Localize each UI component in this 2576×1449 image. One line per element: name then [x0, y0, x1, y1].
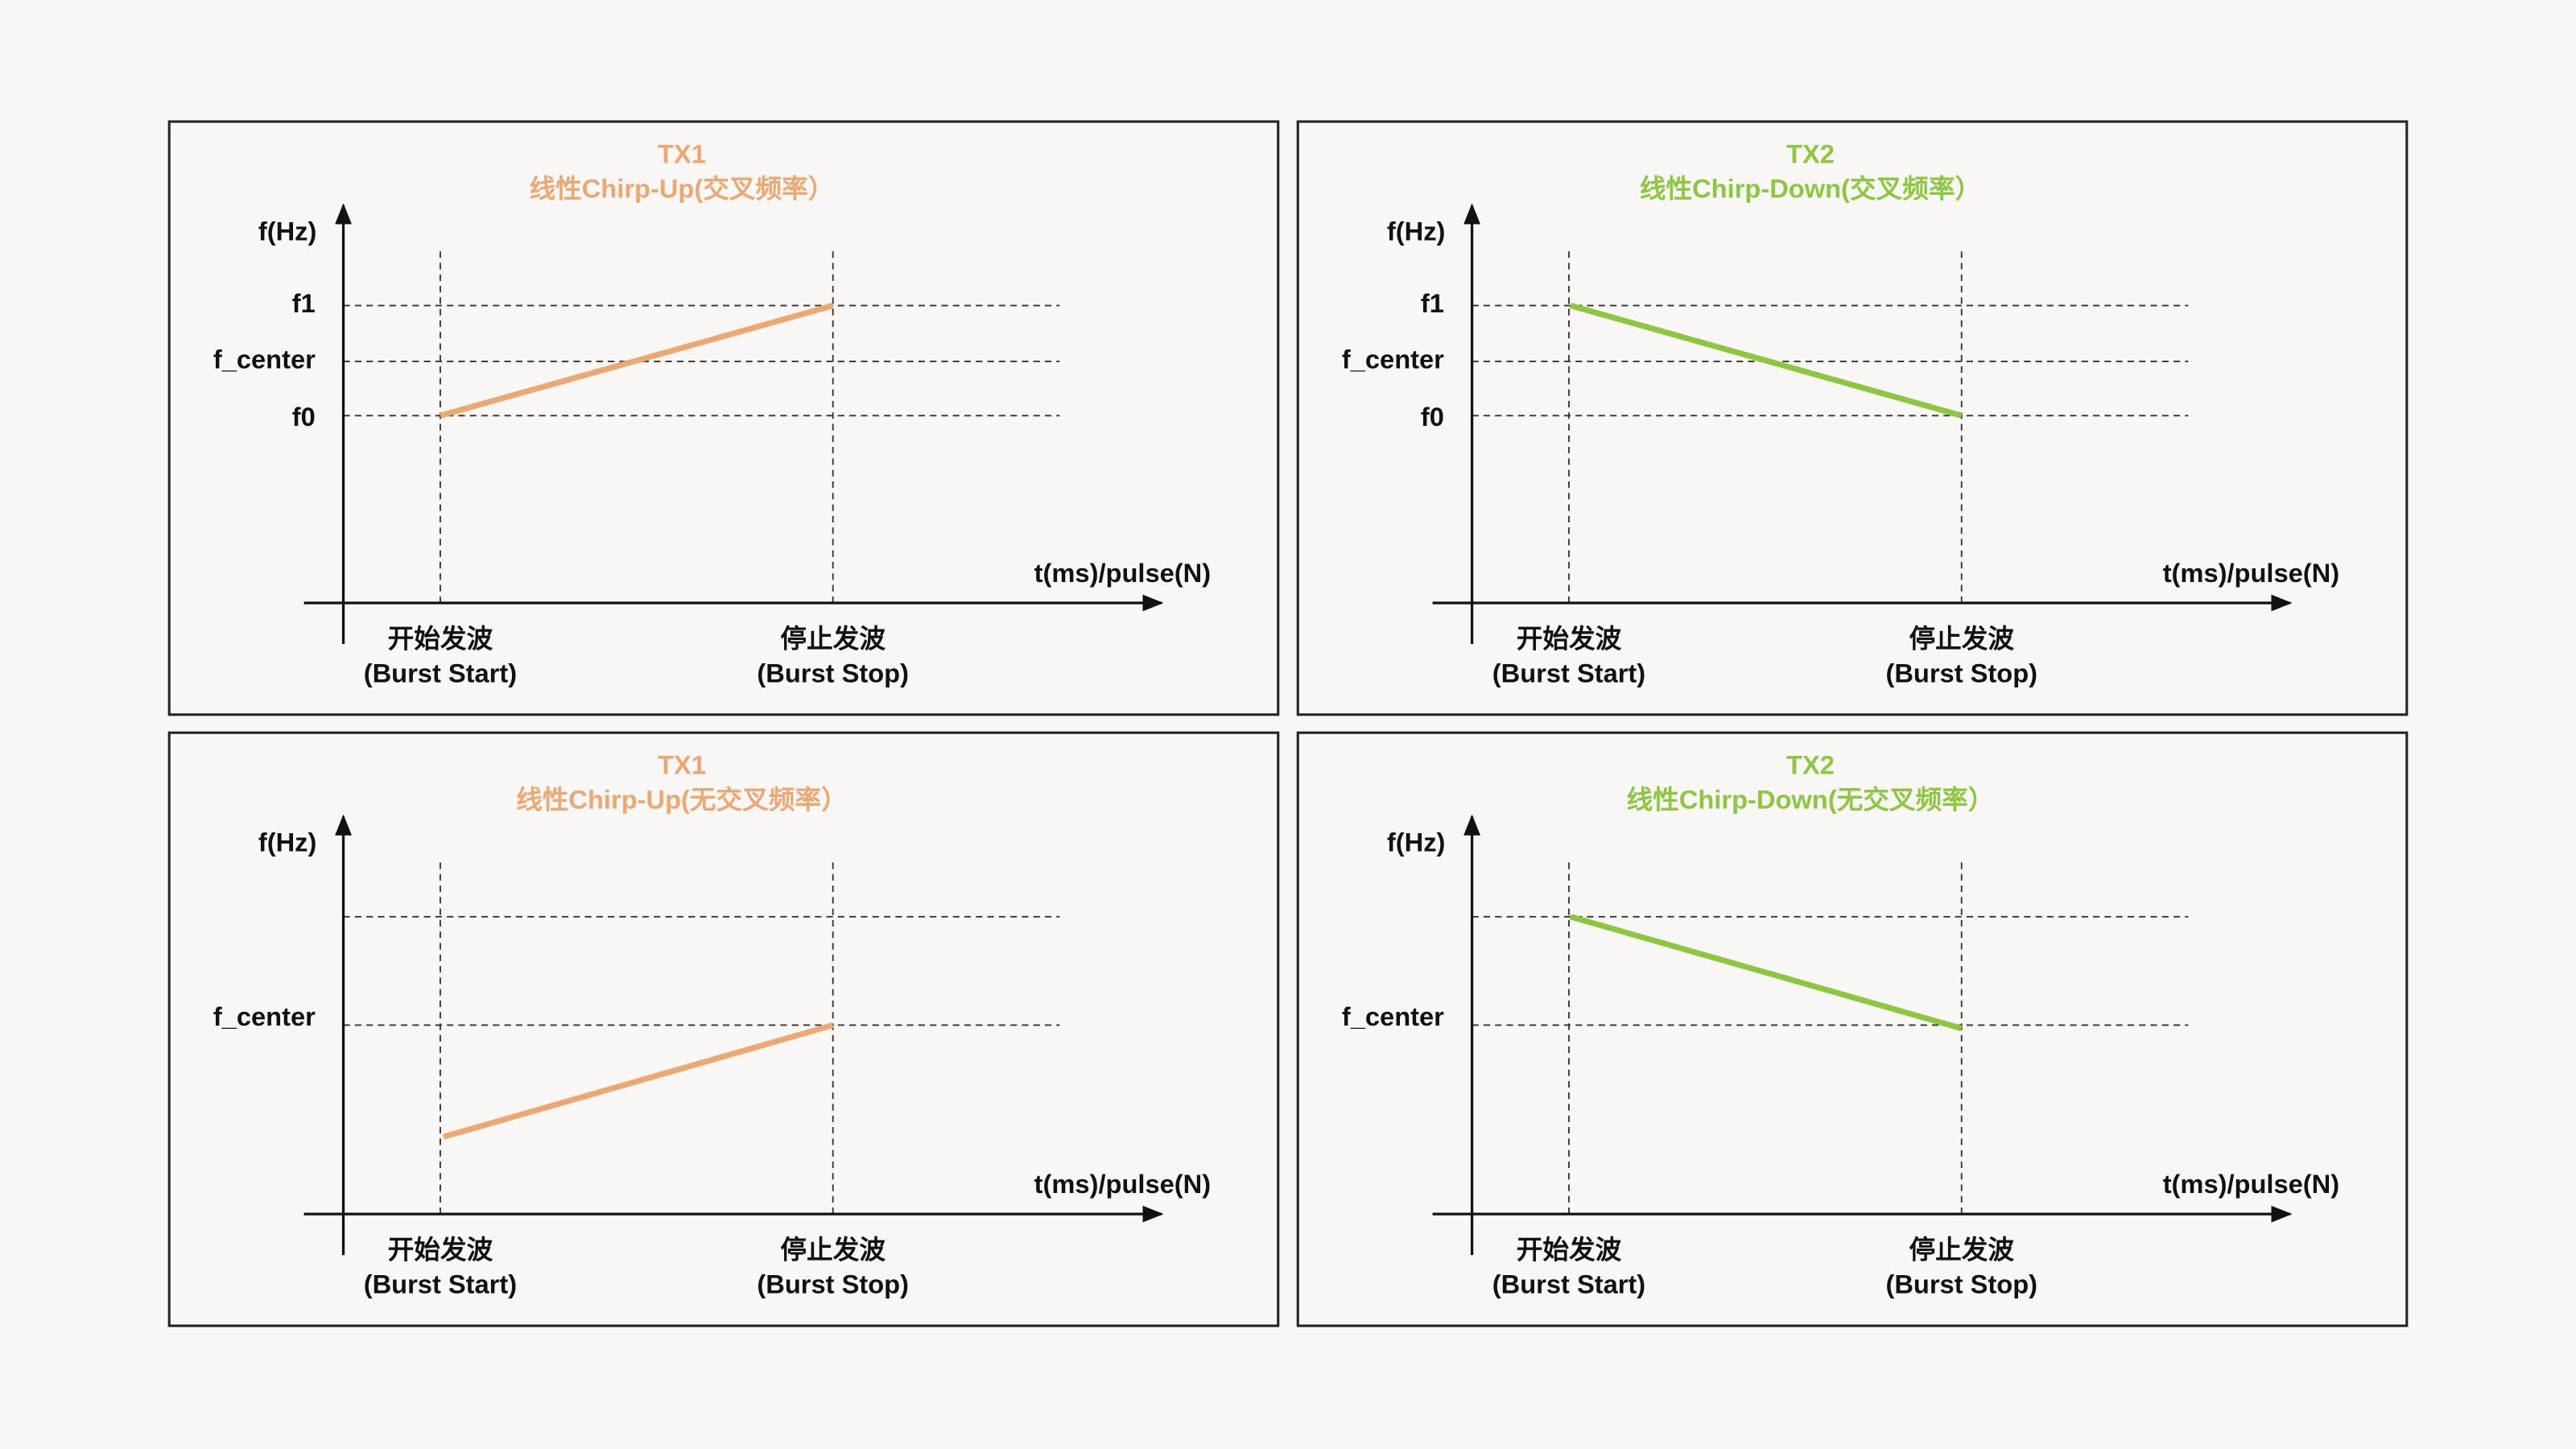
marker-label: 开始发波: [1517, 1235, 1622, 1265]
x-axis-label: t(ms)/pulse(N): [2163, 1169, 2339, 1199]
panel-subtitle: 线性Chirp-Up(交叉频率）: [529, 173, 834, 203]
x-axis-label: t(ms)/pulse(N): [1034, 558, 1211, 588]
y-label: f_center: [1342, 1001, 1444, 1031]
x-axis-label: t(ms)/pulse(N): [1034, 1169, 1211, 1199]
y-axis-label: f(Hz): [258, 828, 317, 857]
chirp-line: [439, 303, 834, 419]
y-label: f0: [292, 402, 316, 431]
panel-subtitle: 线性Chirp-Down(无交叉频率）: [1627, 785, 1995, 815]
panel-title: TX2: [1786, 750, 1835, 780]
y-label: f_center: [1342, 345, 1444, 374]
chirp-line: [443, 1022, 834, 1140]
y-label: f1: [1421, 288, 1444, 318]
y-label: f_center: [213, 345, 316, 374]
y-label: f_center: [213, 1001, 316, 1031]
marker-label: 停止发波: [780, 1235, 886, 1265]
marker-sublabel: (Burst Stop): [1885, 1269, 2037, 1299]
panel-frame: [167, 731, 1280, 1327]
panel-title: TX2: [1786, 139, 1835, 169]
marker-label: 停止发波: [1909, 1235, 2014, 1265]
panel-subtitle: 线性Chirp-Up(无交叉频率）: [516, 785, 848, 815]
y-label: f0: [1421, 402, 1444, 431]
marker-sublabel: (Burst Start): [1492, 1269, 1645, 1299]
marker-label: 开始发波: [388, 624, 493, 654]
panel-frame: [1296, 731, 2409, 1327]
x-axis-label: t(ms)/pulse(N): [2163, 558, 2339, 588]
marker-label: 停止发波: [1909, 624, 2014, 654]
marker-sublabel: (Burst Start): [1492, 658, 1645, 687]
marker-sublabel: (Burst Stop): [757, 658, 909, 687]
marker-label: 开始发波: [388, 1235, 493, 1265]
panel-title: TX1: [658, 139, 706, 169]
chirp-line: [1570, 303, 1963, 419]
panel-frame: [1296, 120, 2409, 716]
marker-sublabel: (Burst Stop): [757, 1269, 909, 1299]
panel-title: TX1: [658, 750, 706, 780]
chirp-line: [1570, 914, 1963, 1031]
marker-label: 停止发波: [780, 624, 886, 654]
panel-subtitle: 线性Chirp-Down(交叉频率）: [1640, 173, 1981, 203]
y-axis-label: f(Hz): [258, 216, 317, 246]
marker-sublabel: (Burst Stop): [1885, 658, 2037, 687]
y-axis-label: f(Hz): [1387, 828, 1446, 857]
y-label: f1: [292, 288, 316, 318]
panel-frame: [167, 120, 1280, 716]
marker-sublabel: (Burst Start): [364, 1269, 517, 1299]
marker-label: 开始发波: [1517, 624, 1622, 654]
marker-sublabel: (Burst Start): [364, 658, 517, 687]
y-axis-label: f(Hz): [1387, 216, 1446, 246]
